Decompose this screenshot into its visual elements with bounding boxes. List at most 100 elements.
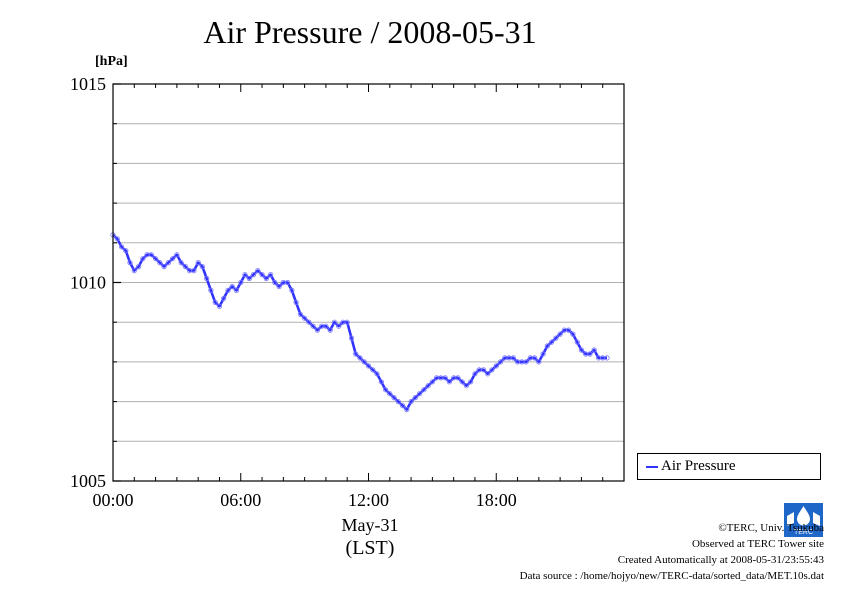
data-point-31	[242, 271, 248, 278]
data-point-58	[357, 355, 363, 361]
data-point-69	[404, 406, 410, 413]
data-point-45	[301, 315, 308, 321]
data-point-4	[127, 259, 133, 266]
data-point-12	[161, 263, 167, 270]
data-point-68	[399, 402, 406, 409]
data-point-51	[327, 327, 333, 333]
data-point-109	[574, 339, 580, 345]
data-point-70	[408, 398, 414, 405]
footer-observed: Observed at TERC Tower site	[691, 538, 824, 550]
data-point-59	[361, 359, 367, 365]
data-point-99	[531, 355, 538, 361]
data-point-55	[344, 319, 350, 325]
data-point-89	[489, 367, 495, 373]
data-point-61	[370, 367, 376, 373]
footer-source: Data source : /home/hojyo/new/TERC-data/…	[519, 570, 824, 582]
data-point-48	[314, 327, 320, 333]
data-point-41	[284, 279, 291, 286]
data-point-71	[412, 394, 418, 401]
data-point-73	[421, 387, 427, 393]
data-point-32	[246, 275, 252, 282]
data-point-101	[540, 351, 546, 357]
data-point-79	[446, 379, 452, 385]
data-point-7	[140, 256, 146, 262]
legend: Air Pressure	[637, 453, 821, 480]
data-point-46	[306, 319, 312, 325]
data-point-15	[174, 252, 180, 258]
data-point-116	[604, 355, 610, 361]
data-point-53	[336, 323, 342, 329]
data-point-47	[310, 323, 316, 329]
data-point-108	[570, 331, 576, 337]
legend-label: Air Pressure	[661, 458, 736, 474]
data-point-112	[587, 351, 593, 357]
data-point-57	[353, 351, 359, 357]
series-line-air-pressure	[112, 233, 607, 411]
terc-logo-icon: TERC	[784, 503, 823, 537]
series-air-pressure	[110, 232, 610, 413]
axis-ticks	[113, 83, 604, 482]
data-point-27	[225, 287, 231, 293]
data-point-5	[131, 267, 137, 274]
y-tick-label-1015: 1015	[70, 74, 106, 94]
x-tick-label-18:00: 18:00	[476, 490, 517, 510]
x-axis-timezone-label: (LST)	[345, 537, 395, 559]
data-point-17	[182, 263, 188, 270]
data-point-65	[387, 391, 393, 397]
data-point-52	[331, 319, 337, 325]
data-point-103	[548, 339, 555, 345]
data-point-113	[591, 347, 597, 353]
legend-swatch	[646, 466, 658, 468]
data-point-2	[118, 244, 125, 250]
data-point-56	[348, 335, 355, 341]
data-point-1	[114, 236, 120, 242]
data-point-97	[523, 359, 529, 365]
data-point-39	[276, 283, 282, 290]
data-point-78	[442, 375, 448, 381]
data-point-21	[199, 263, 205, 270]
data-point-22	[204, 275, 210, 282]
data-point-67	[395, 398, 401, 405]
data-point-90	[493, 363, 499, 369]
data-point-85	[472, 371, 478, 377]
data-point-60	[365, 363, 372, 369]
data-point-26	[221, 295, 227, 301]
data-point-13	[165, 259, 171, 266]
data-point-94	[510, 355, 516, 361]
data-point-44	[297, 311, 303, 317]
data-point-19	[191, 267, 197, 274]
data-point-75	[429, 379, 435, 385]
footer-copyright: ©TERC, Univ. Tsukuba	[718, 522, 824, 534]
x-tick-label-00:00: 00:00	[92, 490, 133, 510]
data-point-110	[578, 347, 585, 353]
tick-labels: 1005 1010 1015 00:00 06:00 12:00 18:00	[70, 74, 517, 510]
y-axis-unit-label: [hPa]	[95, 54, 128, 69]
data-point-83	[463, 383, 469, 389]
data-point-63	[378, 379, 384, 385]
data-point-82	[459, 379, 465, 385]
data-point-10	[153, 256, 159, 262]
data-point-6	[136, 263, 142, 270]
data-point-43	[293, 299, 299, 305]
data-point-35	[259, 271, 265, 278]
data-point-88	[485, 371, 491, 377]
x-tick-label-06:00: 06:00	[220, 490, 261, 510]
data-point-91	[497, 359, 504, 365]
data-point-20	[195, 259, 201, 266]
data-point-14	[170, 256, 176, 262]
chart-title: Air Pressure / 2008-05-31	[203, 14, 537, 50]
data-point-28	[229, 283, 235, 290]
data-point-9	[148, 252, 154, 258]
data-point-66	[391, 394, 397, 401]
data-point-74	[425, 383, 431, 389]
grid-lines	[113, 123, 624, 442]
data-point-16	[178, 259, 184, 266]
data-point-3	[123, 248, 129, 254]
y-tick-label-1005: 1005	[70, 471, 106, 491]
footer-created: Created Automatically at 2008-05-31/23:5…	[617, 554, 824, 566]
data-point-42	[289, 287, 295, 293]
data-point-100	[536, 359, 542, 365]
data-point-36	[263, 275, 269, 282]
data-point-25	[216, 303, 223, 309]
